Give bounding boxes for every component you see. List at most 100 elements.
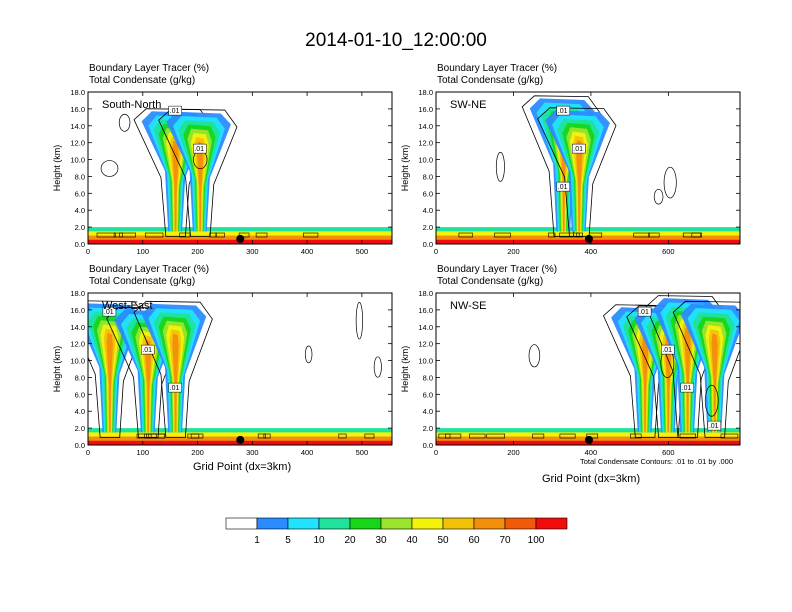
x-tick-label: 0 bbox=[434, 448, 438, 457]
y-tick-label: 14.0 bbox=[418, 323, 433, 332]
colorbar-label: 40 bbox=[406, 535, 418, 546]
plot-frame bbox=[87, 292, 393, 446]
y-tick-label: 4.0 bbox=[75, 206, 85, 215]
tracer-plume bbox=[144, 339, 152, 433]
colorbar-label: 100 bbox=[528, 535, 545, 546]
contour-label: .01 bbox=[170, 108, 180, 115]
condensate-contour bbox=[559, 433, 576, 439]
contour-label-box bbox=[193, 143, 207, 154]
colorbar-swatch bbox=[256, 517, 289, 530]
y-axis-label: Height (km) bbox=[400, 346, 410, 393]
y-tick-label: 0.0 bbox=[423, 441, 433, 450]
colorbar-label: 50 bbox=[437, 535, 449, 546]
colorbar-label: 20 bbox=[344, 535, 356, 546]
colorbar-label: 70 bbox=[499, 535, 511, 546]
condensate-contour bbox=[179, 232, 191, 238]
colorbar-swatch bbox=[225, 517, 258, 530]
contour-label: .01 bbox=[558, 184, 568, 191]
y-tick-label: 4.0 bbox=[75, 407, 85, 416]
condensate-contour bbox=[559, 232, 580, 238]
contour-label: .01 bbox=[170, 385, 180, 392]
condensate-contour bbox=[720, 433, 739, 439]
x-tick-label: 0 bbox=[86, 448, 90, 457]
colorbar-swatch bbox=[380, 517, 413, 530]
condensate-contour bbox=[672, 300, 740, 438]
condensate-contour bbox=[682, 232, 701, 238]
contour-label: .01 bbox=[639, 309, 649, 316]
colorbar-swatch bbox=[411, 517, 444, 530]
condensate-contour bbox=[303, 232, 319, 238]
panel-title-nw-se: Boundary Layer Tracer (%) Total Condensat… bbox=[437, 264, 558, 287]
panel-west-east: .01.01.01West-East0.02.04.06.08.010.012.… bbox=[52, 289, 393, 457]
condensate-contour bbox=[96, 232, 116, 238]
x-tick-label: 400 bbox=[301, 247, 314, 256]
x-tick-label: 500 bbox=[356, 247, 369, 256]
contour-label: .01 bbox=[558, 108, 568, 115]
condensate-contour bbox=[263, 433, 271, 439]
panel-title-sw-ne: Boundary Layer Tracer (%) Total Condensat… bbox=[437, 63, 558, 86]
x-tick-label: 100 bbox=[137, 247, 150, 256]
condensate-contour bbox=[486, 433, 505, 439]
condensate-contour bbox=[187, 433, 204, 439]
plot-frame bbox=[87, 91, 393, 245]
y-tick-label: 0.0 bbox=[423, 240, 433, 249]
condensate-contour bbox=[648, 232, 660, 238]
x-tick-label: 500 bbox=[356, 448, 369, 457]
y-tick-label: 0.0 bbox=[75, 441, 85, 450]
condensate-contour bbox=[630, 433, 642, 439]
colorbar-swatch bbox=[473, 517, 506, 530]
condensate-contour bbox=[445, 433, 462, 439]
condensate-contour bbox=[458, 232, 473, 238]
condensate-contour bbox=[338, 433, 347, 439]
condensate-contour bbox=[113, 232, 123, 238]
x-tick-label: 0 bbox=[434, 247, 438, 256]
panel-sw-ne: .01 .01 .01 SW-NE 0.0 2.0 4.0 6.0 8.0 10.0 12.0 14.… bbox=[400, 88, 741, 256]
colorbar-label: 5 bbox=[285, 535, 291, 546]
y-tick-label: 16.0 bbox=[70, 105, 85, 114]
contour-label: .01 bbox=[194, 146, 204, 153]
condensate-contour bbox=[576, 232, 583, 238]
condensate-contour bbox=[548, 232, 556, 238]
tracer-plume bbox=[684, 327, 691, 433]
y-tick-label: 12.0 bbox=[70, 139, 85, 148]
contour-label-box bbox=[168, 105, 182, 116]
condensate-contour bbox=[238, 232, 250, 238]
condensate-contour bbox=[528, 344, 541, 368]
y-tick-label: 18.0 bbox=[70, 289, 85, 298]
y-tick-label: 6.0 bbox=[423, 390, 433, 399]
condensate-contour bbox=[373, 356, 382, 378]
y-axis-label: Height (km) bbox=[400, 145, 410, 192]
x-tick-label: 200 bbox=[191, 247, 204, 256]
x-tick-label: 600 bbox=[662, 247, 675, 256]
condensate-contour bbox=[653, 188, 664, 205]
y-tick-label: 10.0 bbox=[418, 156, 433, 165]
y-tick-label: 12.0 bbox=[418, 340, 433, 349]
x-axis-label-west-east: Grid Point (dx=3km) bbox=[193, 461, 292, 473]
contour-label-box bbox=[572, 143, 586, 154]
contour-label-box bbox=[637, 306, 652, 317]
panel-title-west-east: Boundary Layer Tracer (%) Total Condensat… bbox=[89, 264, 210, 287]
condensate-contour bbox=[704, 384, 719, 417]
condensate-contour bbox=[88, 300, 148, 438]
condensate-contour bbox=[537, 107, 617, 237]
x-axis-label-nw-se: Grid Point (dx=3km) bbox=[542, 473, 641, 485]
contour-label-box bbox=[661, 344, 675, 355]
y-tick-label: 8.0 bbox=[423, 172, 433, 181]
condensate-contour bbox=[633, 232, 650, 238]
contour-label: .01 bbox=[662, 347, 672, 354]
x-tick-label: 200 bbox=[507, 247, 520, 256]
tracer-plume bbox=[575, 139, 583, 232]
colorbar-label: 10 bbox=[313, 535, 325, 546]
panel-label: SW-NE bbox=[450, 99, 486, 111]
tracer-field bbox=[88, 300, 392, 445]
tracer-plume bbox=[196, 141, 204, 232]
contour-label-box bbox=[556, 181, 571, 192]
location-marker bbox=[236, 234, 245, 243]
x-tick-label: 600 bbox=[662, 448, 675, 457]
y-tick-label: 2.0 bbox=[423, 223, 433, 232]
y-tick-label: 10.0 bbox=[70, 357, 85, 366]
condensate-contour bbox=[438, 433, 451, 439]
condensate-contour bbox=[257, 433, 266, 439]
colorbar-label: 1 bbox=[254, 535, 260, 546]
